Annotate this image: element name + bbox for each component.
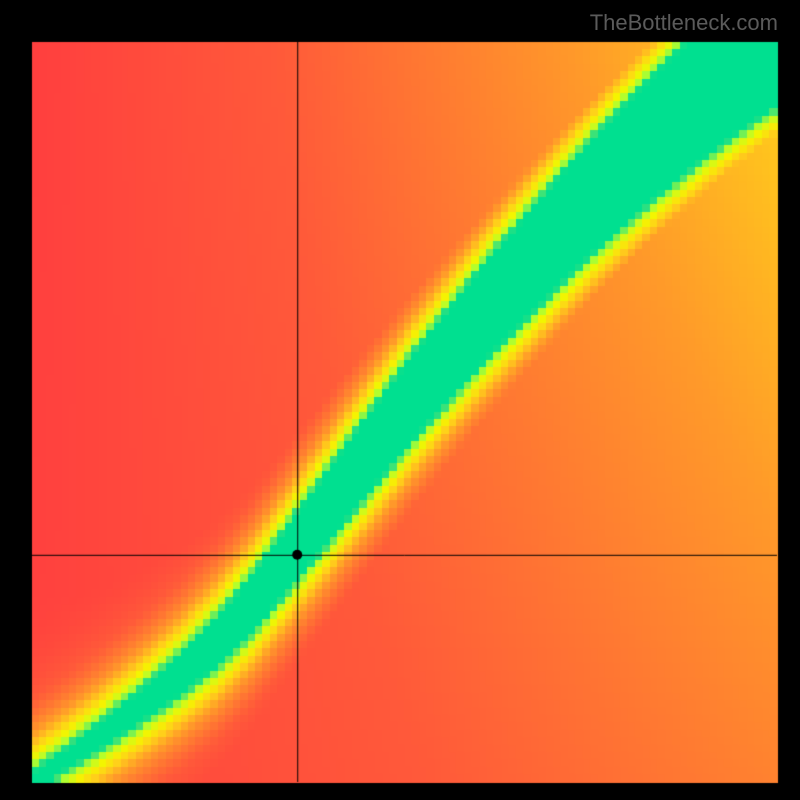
chart-container: TheBottleneck.com <box>0 0 800 800</box>
heatmap-canvas <box>0 0 800 800</box>
watermark-text: TheBottleneck.com <box>590 10 778 36</box>
